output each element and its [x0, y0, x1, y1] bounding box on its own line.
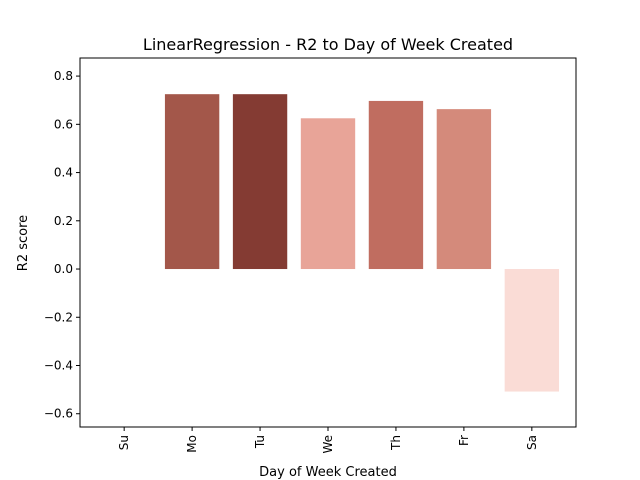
y-tick-label: −0.6	[44, 407, 73, 421]
x-axis-label: Day of Week Created	[259, 465, 397, 480]
bar-tu	[232, 94, 288, 270]
y-tick-label: 0.2	[54, 214, 73, 228]
bar-mo	[164, 94, 220, 270]
bar-sa	[504, 269, 560, 392]
bar-we	[300, 118, 356, 270]
y-tick-label: 0.0	[54, 262, 73, 276]
x-tick-label: We	[321, 435, 335, 454]
y-tick-label: 0.6	[54, 117, 73, 131]
bar-fr	[436, 109, 492, 270]
y-tick-label: 0.4	[54, 166, 73, 180]
x-tick-label: Th	[389, 435, 403, 451]
y-axis-label: R2 score	[16, 215, 31, 271]
chart-title: LinearRegression - R2 to Day of Week Cre…	[143, 35, 513, 54]
x-tick-label: Tu	[253, 435, 267, 449]
plot-frame	[79, 57, 577, 428]
x-tick-label: Fr	[457, 435, 471, 446]
y-tick-label: −0.4	[44, 359, 73, 373]
y-tick-label: −0.2	[44, 310, 73, 324]
y-tick-label: 0.8	[54, 69, 73, 83]
x-tick-label: Sa	[525, 435, 539, 450]
bar-th	[368, 100, 424, 270]
x-tick-label: Mo	[185, 435, 199, 453]
x-axis: Su Mo Tu We Th Fr Sa	[117, 427, 539, 454]
x-tick-label: Su	[117, 435, 131, 450]
y-axis: −0.6 −0.4 −0.2 0.0 0.2 0.4 0.6 0.8	[44, 69, 80, 421]
bars-group	[164, 94, 560, 392]
